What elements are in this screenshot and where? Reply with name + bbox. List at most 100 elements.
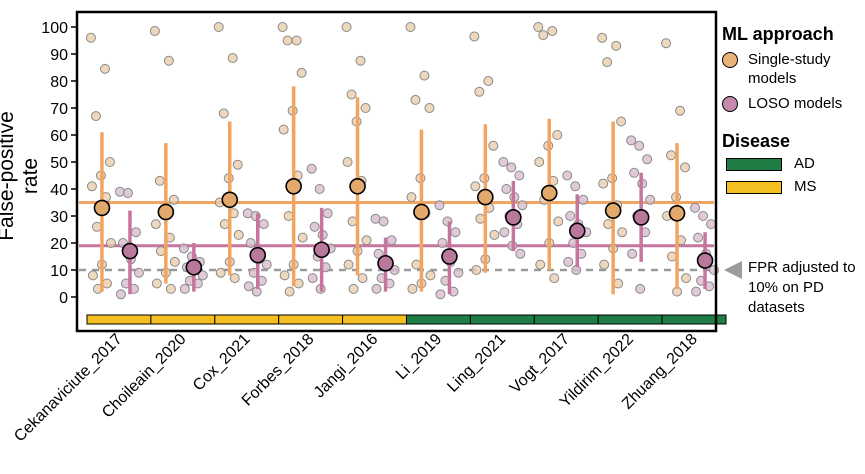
loso-marker-icon xyxy=(722,96,738,112)
single-study-mean-point xyxy=(604,202,622,219)
loso-point xyxy=(627,248,638,259)
y-tick-label: 0 xyxy=(59,290,68,307)
single-study-point xyxy=(99,63,110,74)
single-study-point xyxy=(163,55,174,66)
single-study-point xyxy=(474,86,485,97)
loso-point xyxy=(306,163,317,174)
y-tick-label: 40 xyxy=(50,182,68,199)
loso-point xyxy=(437,238,448,248)
legend-item-single: Single-study models xyxy=(722,50,862,88)
loso-point xyxy=(515,248,526,259)
single-study-point xyxy=(661,38,672,49)
legend-title-ml: ML approach xyxy=(722,24,834,44)
loso-point xyxy=(563,256,574,267)
fpr-arrow-icon xyxy=(724,261,742,279)
loso-point xyxy=(314,184,325,194)
disease-strip-segment xyxy=(597,314,663,325)
loso-point xyxy=(629,167,640,178)
single-study-point xyxy=(483,76,494,86)
loso-point xyxy=(261,259,272,270)
loso-point xyxy=(435,289,446,300)
single-study-point xyxy=(613,278,624,289)
loso-mean-point xyxy=(441,248,458,265)
disease-strip-segment xyxy=(406,314,471,325)
loso-point xyxy=(309,221,320,232)
single-study-point xyxy=(346,89,357,100)
loso-mean-point xyxy=(505,209,522,226)
plot-frame xyxy=(75,10,718,333)
single-study-point xyxy=(475,213,486,224)
single-study-point xyxy=(419,70,430,81)
loso-point xyxy=(634,140,645,151)
x-tick-label: Jangi_2016 xyxy=(311,331,382,402)
loso-point xyxy=(114,186,125,197)
single-study-point xyxy=(296,67,307,78)
single-study-point xyxy=(279,270,290,281)
loso-point xyxy=(498,157,509,167)
single-study-mean-point xyxy=(668,205,686,222)
loso-point xyxy=(197,270,208,281)
loso-point xyxy=(307,273,318,284)
x-tick-label: Li_2019 xyxy=(393,331,445,383)
single-study-point xyxy=(90,111,101,122)
loso-point xyxy=(578,194,589,205)
legend-item-ad: AD xyxy=(722,154,862,174)
ad-swatch-icon xyxy=(726,158,782,171)
single-study-mean-point xyxy=(540,184,558,202)
single-study-point xyxy=(407,283,418,294)
legend-label-ms: MS xyxy=(794,178,817,195)
single-study-point xyxy=(232,159,243,170)
single-study-point xyxy=(165,283,176,294)
single-study-point xyxy=(534,157,545,167)
single-study-mean-point xyxy=(221,191,239,209)
single-study-point xyxy=(151,278,162,289)
single-study-point xyxy=(291,35,302,46)
loso-point xyxy=(690,202,701,213)
single-study-point xyxy=(410,94,421,105)
loso-point xyxy=(122,188,133,199)
single-study-point xyxy=(489,229,500,240)
loso-point xyxy=(506,162,517,173)
single-study-mean-point xyxy=(349,178,366,195)
single-study-point xyxy=(549,273,560,284)
single-study-point xyxy=(218,108,229,119)
single-study-point xyxy=(297,232,308,243)
single-study-point xyxy=(155,246,166,257)
single-study-point xyxy=(611,40,622,51)
loso-point xyxy=(243,281,254,292)
single-study-point xyxy=(470,181,481,192)
single-study-point xyxy=(343,259,354,270)
x-tick-label: Ling_2021 xyxy=(444,331,509,396)
single-study-point xyxy=(278,124,289,135)
single-study-point xyxy=(342,157,353,167)
legend-item-loso: LOSO models xyxy=(722,94,862,113)
single-study-point xyxy=(347,216,358,227)
single-study-point xyxy=(603,219,614,230)
single-study-point xyxy=(538,30,549,41)
loso-point xyxy=(514,170,525,181)
single-study-point xyxy=(361,235,372,246)
single-study-point xyxy=(104,157,115,167)
single-study-point xyxy=(681,273,692,284)
single-study-point xyxy=(227,53,238,64)
single-study-point xyxy=(488,140,499,151)
loso-point xyxy=(635,283,646,294)
single-study-point xyxy=(284,286,295,297)
single-study-point xyxy=(219,219,230,230)
loso-point xyxy=(371,283,382,294)
single-study-point xyxy=(425,270,436,281)
x-tick-label: Cekanaviciute_2017 xyxy=(11,331,126,446)
single-study-point xyxy=(552,130,563,140)
loso-mean-point xyxy=(568,222,586,240)
single-study-point xyxy=(667,251,678,262)
y-tick-label: 100 xyxy=(41,20,68,37)
loso-point xyxy=(453,267,464,278)
loso-point xyxy=(434,200,445,211)
single-study-point xyxy=(277,22,288,32)
single-study-point xyxy=(547,26,558,37)
single-study-point xyxy=(406,192,417,203)
loso-point xyxy=(178,243,189,254)
loso-point xyxy=(698,211,709,221)
single-study-mean-point xyxy=(285,178,302,195)
